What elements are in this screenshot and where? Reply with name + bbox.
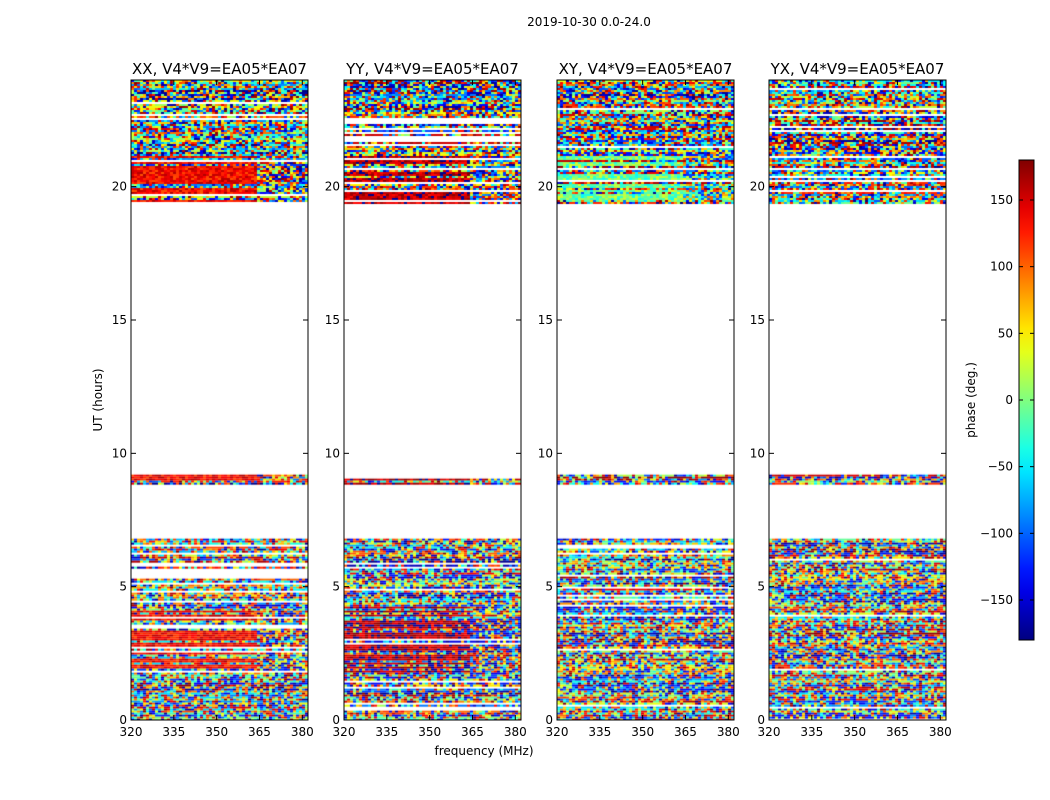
phase-heatmap: [344, 80, 521, 720]
x-tick-label: 365: [674, 725, 697, 739]
colorbar-tick-label: −50: [988, 460, 1013, 474]
y-tick-label: 15: [538, 313, 553, 327]
y-tick-label: 0: [119, 713, 127, 727]
x-tick-label: 380: [929, 725, 952, 739]
y-axis-label: UT (hours): [91, 368, 105, 431]
axes-frame: [556, 79, 735, 721]
panel-xy: XY, V4*V9=EA05*EA07 320 335 350 365 380 0 5 10 15…: [538, 60, 740, 739]
colorbar-tick-label: 50: [998, 326, 1013, 340]
x-tick-label: 335: [588, 725, 611, 739]
panel-title: XX, V4*V9=EA05*EA07: [132, 60, 307, 78]
heatmap-canvas: [344, 80, 521, 720]
colorbar-label: phase (deg.): [964, 362, 978, 438]
colorbar: 150 100 50 0 −50 −100 −150: [980, 159, 1035, 641]
x-tick-label: 380: [717, 725, 740, 739]
y-tick-label: 20: [538, 180, 553, 194]
colorbar-tick-label: 150: [990, 193, 1013, 207]
colorbar-tick-label: −100: [980, 526, 1013, 540]
x-tick-label: 380: [291, 725, 314, 739]
panel-yy: YY, V4*V9=EA05*EA07 320 335 350 365 380 0 5 10 15…: [325, 60, 527, 739]
x-tick-label: 320: [758, 725, 781, 739]
y-tick-label: 20: [112, 180, 127, 194]
heatmap-canvas: [557, 80, 734, 720]
heatmap-canvas: [769, 80, 946, 720]
x-tick-label: 365: [461, 725, 484, 739]
y-tick-label: 10: [750, 446, 765, 460]
axes-frame: [768, 79, 947, 721]
y-tick-label: 10: [325, 446, 340, 460]
panel-title: YX, V4*V9=EA05*EA07: [770, 60, 945, 78]
y-tick-label: 20: [325, 180, 340, 194]
y-tick-label: 5: [545, 580, 553, 594]
y-tick-label: 15: [750, 313, 765, 327]
colorbar-tick-label: 0: [1005, 393, 1013, 407]
panels: XX, V4*V9=EA05*EA07 320 335 350 365 380 0 5 10 15…: [112, 60, 952, 739]
heatmap-canvas: [131, 80, 308, 720]
panel-yx: YX, V4*V9=EA05*EA07 320 335 350 365 380 0 5 10 15…: [750, 60, 952, 739]
y-tick-label: 0: [545, 713, 553, 727]
x-tick-label: 365: [886, 725, 909, 739]
y-tick-label: 0: [332, 713, 340, 727]
y-tick-label: 0: [757, 713, 765, 727]
axes-frame: [343, 79, 522, 721]
panel-xx: XX, V4*V9=EA05*EA07 320 335 350 365 380 0 5 10 15…: [112, 60, 314, 739]
colorbar-tick-label: 100: [990, 260, 1013, 274]
x-tick-label: 320: [333, 725, 356, 739]
x-tick-label: 335: [800, 725, 823, 739]
phase-heatmap: [769, 80, 946, 720]
phase-heatmap: [557, 80, 734, 720]
x-tick-label: 335: [162, 725, 185, 739]
x-tick-label: 350: [631, 725, 654, 739]
x-tick-label: 320: [546, 725, 569, 739]
x-tick-label: 365: [248, 725, 271, 739]
x-tick-label: 350: [843, 725, 866, 739]
x-tick-label: 335: [375, 725, 398, 739]
x-tick-label: 350: [418, 725, 441, 739]
x-tick-label: 380: [504, 725, 527, 739]
y-tick-label: 10: [112, 446, 127, 460]
panel-title: XY, V4*V9=EA05*EA07: [559, 60, 733, 78]
x-tick-label: 320: [120, 725, 143, 739]
phase-heatmap: [131, 80, 308, 720]
figure-title: 2019-10-30 0.0-24.0: [527, 15, 651, 29]
y-tick-label: 10: [538, 446, 553, 460]
y-tick-label: 5: [757, 580, 765, 594]
x-tick-label: 350: [205, 725, 228, 739]
colorbar-tick-label: −150: [980, 593, 1013, 607]
panel-title: YY, V4*V9=EA05*EA07: [345, 60, 519, 78]
y-tick-label: 5: [119, 580, 127, 594]
y-tick-label: 20: [750, 180, 765, 194]
axes-frame: [130, 79, 309, 721]
x-axis-label: frequency (MHz): [434, 744, 533, 758]
y-tick-label: 15: [112, 313, 127, 327]
y-tick-label: 15: [325, 313, 340, 327]
y-tick-label: 5: [332, 580, 340, 594]
